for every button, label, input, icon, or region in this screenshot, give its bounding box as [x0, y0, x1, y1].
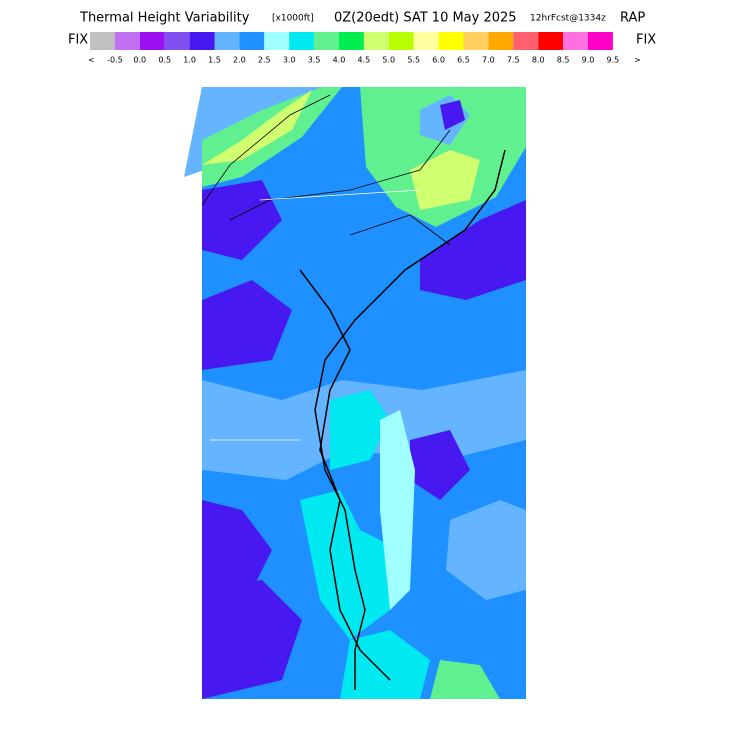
color-box [90, 32, 115, 50]
colorbar-label: 0.5 [158, 56, 171, 65]
color-box [189, 32, 215, 50]
color-box [214, 32, 240, 50]
colorbar-label: 5.0 [382, 56, 395, 65]
color-box [488, 32, 514, 50]
color-box [363, 32, 389, 50]
color-box [314, 32, 339, 50]
color-box [339, 32, 364, 50]
colorbar-label: 9.0 [582, 56, 595, 65]
color-box [264, 32, 290, 50]
arrow-right: > [634, 56, 641, 65]
arrow-left: < [88, 56, 95, 65]
color-box [164, 32, 190, 50]
color-box [438, 32, 464, 50]
fix-left: FIX [68, 33, 88, 48]
colorbar-label: 2.5 [258, 56, 271, 65]
colorbar-label: 3.0 [283, 56, 296, 65]
colorbar-label: 9.5 [607, 56, 620, 65]
color-box [513, 32, 539, 50]
colorbar-label: 0.0 [133, 56, 146, 65]
map [184, 87, 526, 699]
colorbar-label: 8.5 [557, 56, 570, 65]
units: [x1000ft] [272, 14, 314, 24]
color-box [563, 32, 588, 50]
colorbar-label: 1.5 [208, 56, 221, 65]
colorbar-label: 1.0 [183, 56, 196, 65]
colorbar-label: 3.5 [308, 56, 321, 65]
colorbar-label: 7.5 [507, 56, 520, 65]
colorbar-label: 4.0 [333, 56, 346, 65]
color-box [538, 32, 564, 50]
color-box [114, 32, 140, 50]
colorbar-label: 6.5 [457, 56, 470, 65]
colorbar-label: 5.5 [407, 56, 420, 65]
colorbar-label: 2.0 [233, 56, 246, 65]
colorbar-label: 6.0 [432, 56, 445, 65]
color-box [588, 32, 613, 50]
color-box [413, 32, 439, 50]
colorbar-label: 8.0 [532, 56, 545, 65]
valid-time: 0Z(20edt) SAT 10 May 2025 [334, 11, 517, 26]
fix-right: FIX [636, 33, 656, 48]
title: Thermal Height Variability [79, 11, 250, 26]
colorbar-label: 7.0 [482, 56, 495, 65]
color-box [139, 32, 165, 50]
colorbar-label: -0.5 [107, 56, 123, 65]
model: RAP [620, 11, 645, 26]
color-box [239, 32, 265, 50]
color-box [463, 32, 489, 50]
color-box [388, 32, 414, 50]
forecast: 12hrFcst@1334z [530, 14, 606, 24]
color-box [289, 32, 315, 50]
colorbar-label: 4.5 [358, 56, 371, 65]
